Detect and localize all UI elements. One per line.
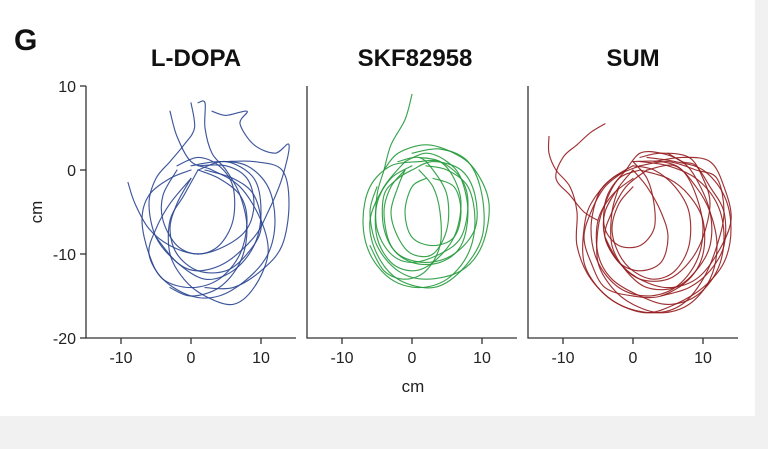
x-axis-label: cm [402,377,425,396]
y-tick-label: -10 [53,247,76,264]
trajectory-trace-skf82958 [369,169,442,280]
x-tick-label: 10 [473,350,491,367]
trajectory-trace-ldopa [160,156,236,255]
trajectory-trace-ldopa [169,169,262,274]
trajectory-trace-skf82958 [374,156,462,272]
panel-title-ldopa: L-DOPA [151,45,241,72]
trajectory-trace-sum [604,152,711,282]
axis-frame-skf82958 [306,86,517,339]
trajectory-trace-skf82958 [381,161,478,263]
trajectory-trace-skf82958 [362,161,476,289]
panel-letter: G [14,24,37,57]
trajectory-trace-ldopa [204,160,290,290]
trajectory-trace-skf82958 [390,156,450,258]
y-tick-label: 0 [67,163,76,180]
trajectory-trace-skf82958 [404,177,462,247]
x-tick-label: 10 [694,350,712,367]
y-tick-label: -20 [53,331,76,348]
trajectory-trace-sum [596,164,718,314]
trajectory-trace-sum [603,161,656,249]
trajectory-trace-ldopa [148,161,276,299]
trajectory-trace-sum [611,165,692,280]
x-tick-label: -10 [330,350,353,367]
trajectory-trace-sum [555,123,606,221]
trajectory-trace-sum [595,161,725,305]
x-tick-label: 0 [187,350,196,367]
chart-panel-skf82958: SKF82958 cm -10 0 10 [306,45,517,396]
axis-frame-sum [527,86,738,339]
axis-frame-ldopa [85,86,296,339]
trajectory-trace-sum [604,156,732,289]
trajectory-trace-ldopa [127,164,255,255]
chart-panel-ldopa: L-DOPA cm -10 0 10 10 0 -10 -20 [27,45,296,367]
trajectory-trace-skf82958 [369,144,490,280]
x-tick-label: -10 [109,350,132,367]
panel-title-skf82958: SKF82958 [358,45,473,72]
y-tick-label: 10 [58,79,76,96]
x-tick-label: -10 [551,350,574,367]
trajectory-trace-ldopa [141,169,248,289]
y-axis-label: cm [27,201,46,224]
trajectory-trace-sum [583,169,706,299]
trajectory-trace-ldopa [167,110,269,306]
trajectory-trace-ldopa [155,110,290,272]
trajectory-trace-sum [602,169,669,272]
panel-title-sum: SUM [606,45,659,72]
trajectory-trace-sum [660,152,727,297]
x-tick-label: 10 [252,350,270,367]
trajectory-trace-sum [547,135,725,314]
trajectory-trace-skf82958 [383,152,469,266]
chart-panel-sum: SUM -10 0 10 [527,45,738,367]
x-tick-label: 0 [629,350,638,367]
x-tick-label: 0 [408,350,417,367]
trajectory-trace-sum [582,156,732,314]
